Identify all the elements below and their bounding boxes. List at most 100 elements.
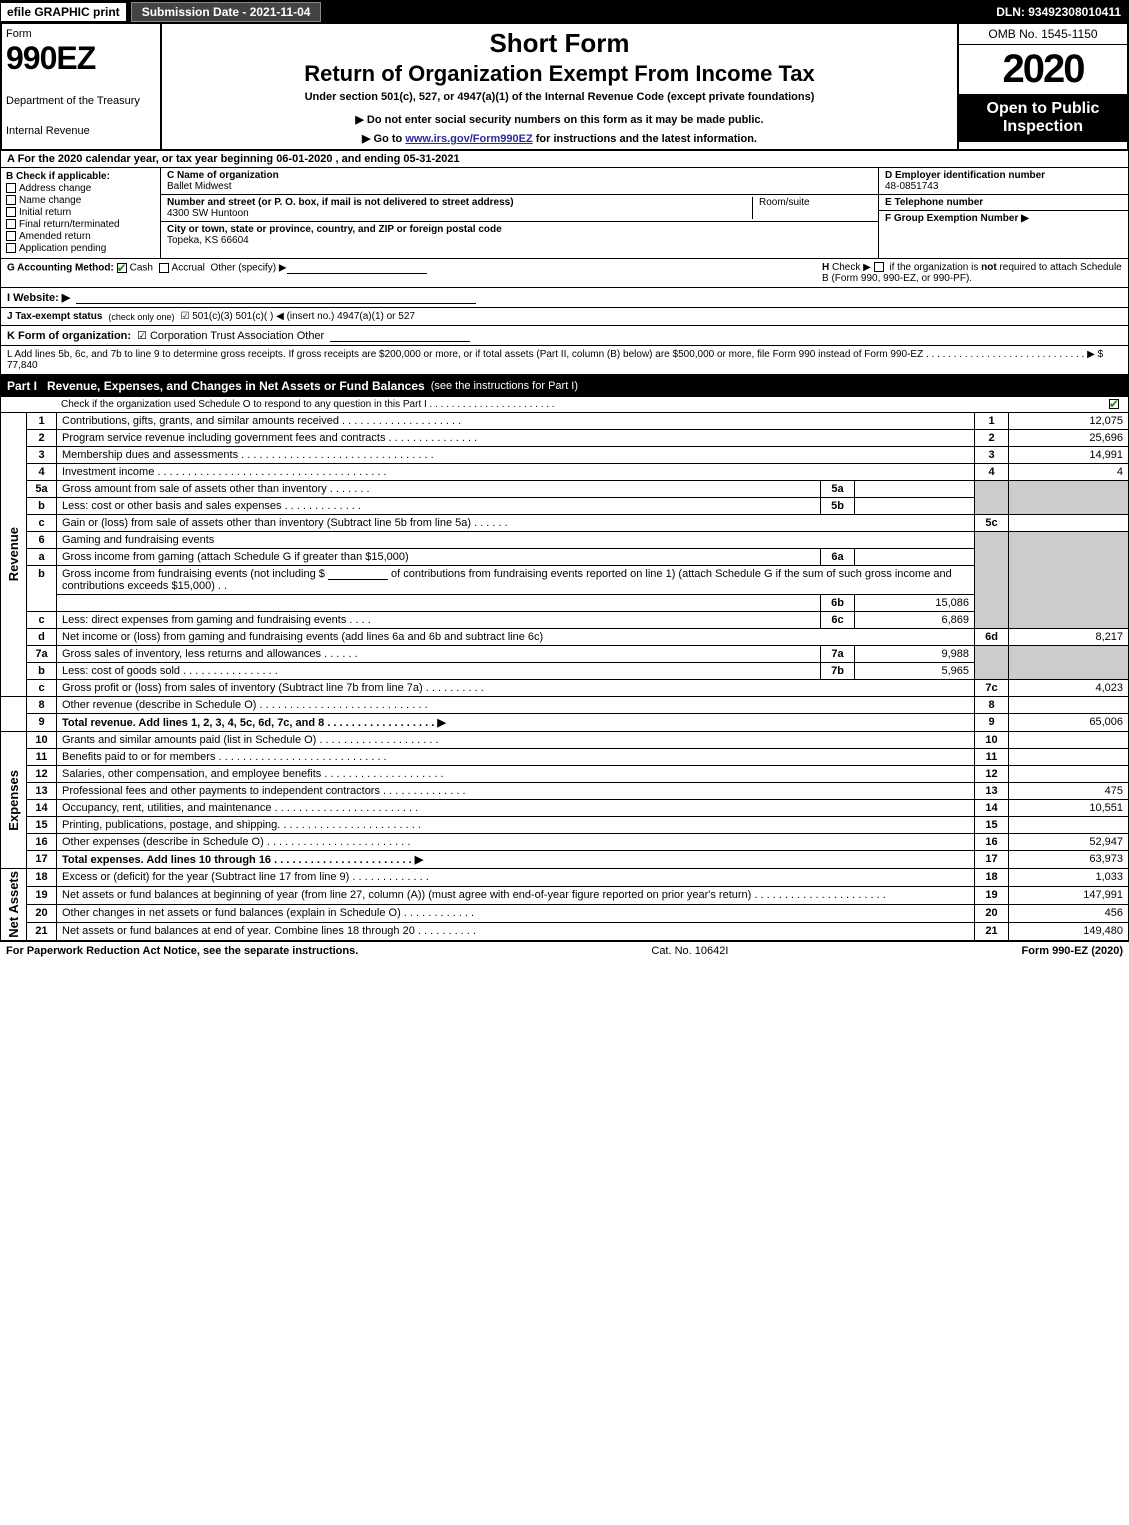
l12-num: 12: [27, 766, 57, 783]
l16-num: 16: [27, 834, 57, 851]
l6-grey: [975, 532, 1009, 629]
k-label: K Form of organization:: [7, 330, 131, 342]
k-options: ☑ Corporation Trust Association Other: [137, 329, 324, 342]
l5ab-grey: [975, 481, 1009, 515]
l5a-num: 5a: [27, 481, 57, 498]
part-1-title: Revenue, Expenses, and Changes in Net As…: [47, 379, 425, 393]
goto-line: ▶ Go to www.irs.gov/Form990EZ for instru…: [168, 132, 951, 145]
irs-link[interactable]: www.irs.gov/Form990EZ: [405, 133, 532, 145]
cb-accrual[interactable]: [159, 263, 169, 273]
l5c-rn: 5c: [975, 515, 1009, 532]
l10-num: 10: [27, 732, 57, 749]
l12-text: Salaries, other compensation, and employ…: [57, 766, 975, 783]
column-b-checkboxes: B Check if applicable: Address change Na…: [1, 168, 161, 258]
k-other-input[interactable]: [330, 330, 470, 342]
city-row: City or town, state or province, country…: [161, 222, 878, 248]
l21-amt: 149,480: [1009, 922, 1129, 940]
l15-amt: [1009, 817, 1129, 834]
l5b-num: b: [27, 498, 57, 515]
row-k-org-form: K Form of organization: ☑ Corporation Tr…: [0, 326, 1129, 346]
l9-num: 9: [27, 714, 57, 732]
l14-rn: 14: [975, 800, 1009, 817]
l21-rn: 21: [975, 922, 1009, 940]
l7a-mini: 7a: [821, 646, 855, 663]
l16-amt: 52,947: [1009, 834, 1129, 851]
j-options: ☑ 501(c)(3) 501(c)( ) ◀ (insert no.) 494…: [180, 311, 415, 322]
section-bcd: B Check if applicable: Address change Na…: [0, 168, 1129, 259]
revenue-side-label: Revenue: [1, 413, 27, 697]
goto-pre: ▶ Go to: [362, 133, 405, 145]
l6a-miniamt: [855, 549, 975, 566]
street-row: Number and street (or P. O. box, if mail…: [161, 195, 878, 222]
tax-year: 2020: [959, 45, 1127, 94]
l9-text: Total revenue. Add lines 1, 2, 3, 4, 5c,…: [57, 714, 975, 732]
room-suite-label: Room/suite: [752, 197, 872, 219]
l19-amt: 147,991: [1009, 887, 1129, 905]
l16-rn: 16: [975, 834, 1009, 851]
under-section: Under section 501(c), 527, or 4947(a)(1)…: [168, 91, 951, 103]
l5a-mini: 5a: [821, 481, 855, 498]
cb-amended-return[interactable]: Amended return: [6, 231, 155, 242]
form-word: Form: [6, 28, 156, 40]
cb-cash[interactable]: [117, 263, 127, 273]
column-d-ein: D Employer identification number 48-0851…: [878, 168, 1128, 258]
l7a-miniamt: 9,988: [855, 646, 975, 663]
website-input[interactable]: [76, 292, 476, 304]
i-label: I Website: ▶: [7, 291, 70, 304]
l6-num: 6: [27, 532, 57, 549]
l7a-text: Gross sales of inventory, less returns a…: [57, 646, 821, 663]
goto-post: for instructions and the latest informat…: [533, 133, 757, 145]
cb-application-pending[interactable]: Application pending: [6, 243, 155, 254]
l20-amt: 456: [1009, 904, 1129, 922]
l7b-text: Less: cost of goods sold . . . . . . . .…: [57, 663, 821, 680]
l6c-mini: 6c: [821, 612, 855, 629]
l6a-mini: 6a: [821, 549, 855, 566]
cb-schedule-b[interactable]: [874, 262, 884, 272]
l6b-spacer: [57, 595, 821, 612]
l7ab-grey-amt: [1009, 646, 1129, 680]
l4-num: 4: [27, 464, 57, 481]
l6a-num: a: [27, 549, 57, 566]
l5a-text: Gross amount from sale of assets other t…: [57, 481, 821, 498]
page-footer: For Paperwork Reduction Act Notice, see …: [0, 941, 1129, 960]
form-header: Form 990EZ Department of the Treasury In…: [0, 24, 1129, 151]
l2-amt: 25,696: [1009, 430, 1129, 447]
column-c-org-info: C Name of organization Ballet Midwest Nu…: [161, 168, 878, 258]
l7b-mini: 7b: [821, 663, 855, 680]
cb-initial-return[interactable]: Initial return: [6, 207, 155, 218]
short-form-title: Short Form: [168, 28, 951, 59]
l19-text: Net assets or fund balances at beginning…: [57, 887, 975, 905]
footer-form-id: Form 990-EZ (2020): [1022, 945, 1123, 957]
g-other-input[interactable]: [287, 262, 427, 274]
cb-final-return[interactable]: Final return/terminated: [6, 219, 155, 230]
j-label: J Tax-exempt status: [7, 311, 102, 322]
l21-num: 21: [27, 922, 57, 940]
l6b-num: b: [27, 566, 57, 612]
l13-num: 13: [27, 783, 57, 800]
l6c-miniamt: 6,869: [855, 612, 975, 629]
efile-print-button[interactable]: efile GRAPHIC print: [0, 2, 127, 22]
cb-name-change[interactable]: Name change: [6, 195, 155, 206]
l6b-miniamt: 15,086: [855, 595, 975, 612]
ein-label: D Employer identification number: [885, 170, 1122, 181]
l1-rn: 1: [975, 413, 1009, 430]
l18-amt: 1,033: [1009, 869, 1129, 887]
l5b-mini: 5b: [821, 498, 855, 515]
cb-address-change[interactable]: Address change: [6, 183, 155, 194]
l20-rn: 20: [975, 904, 1009, 922]
part-1-check-text: Check if the organization used Schedule …: [61, 399, 555, 410]
l15-num: 15: [27, 817, 57, 834]
omb-number: OMB No. 1545-1150: [959, 24, 1127, 45]
l17-text: Total expenses. Add lines 10 through 16 …: [57, 851, 975, 869]
l7a-num: 7a: [27, 646, 57, 663]
l6b-blank[interactable]: [328, 568, 388, 580]
l9-amt: 65,006: [1009, 714, 1129, 732]
l5b-miniamt: [855, 498, 975, 515]
row-j-tax-exempt: J Tax-exempt status (check only one) ☑ 5…: [0, 308, 1129, 326]
l4-text: Investment income . . . . . . . . . . . …: [57, 464, 975, 481]
l2-num: 2: [27, 430, 57, 447]
netassets-side-label: Net Assets: [1, 869, 27, 941]
cb-schedule-o[interactable]: [1109, 399, 1119, 409]
col-b-header: B Check if applicable:: [6, 171, 155, 182]
open-public-inspection: Open to Public Inspection: [959, 94, 1127, 142]
